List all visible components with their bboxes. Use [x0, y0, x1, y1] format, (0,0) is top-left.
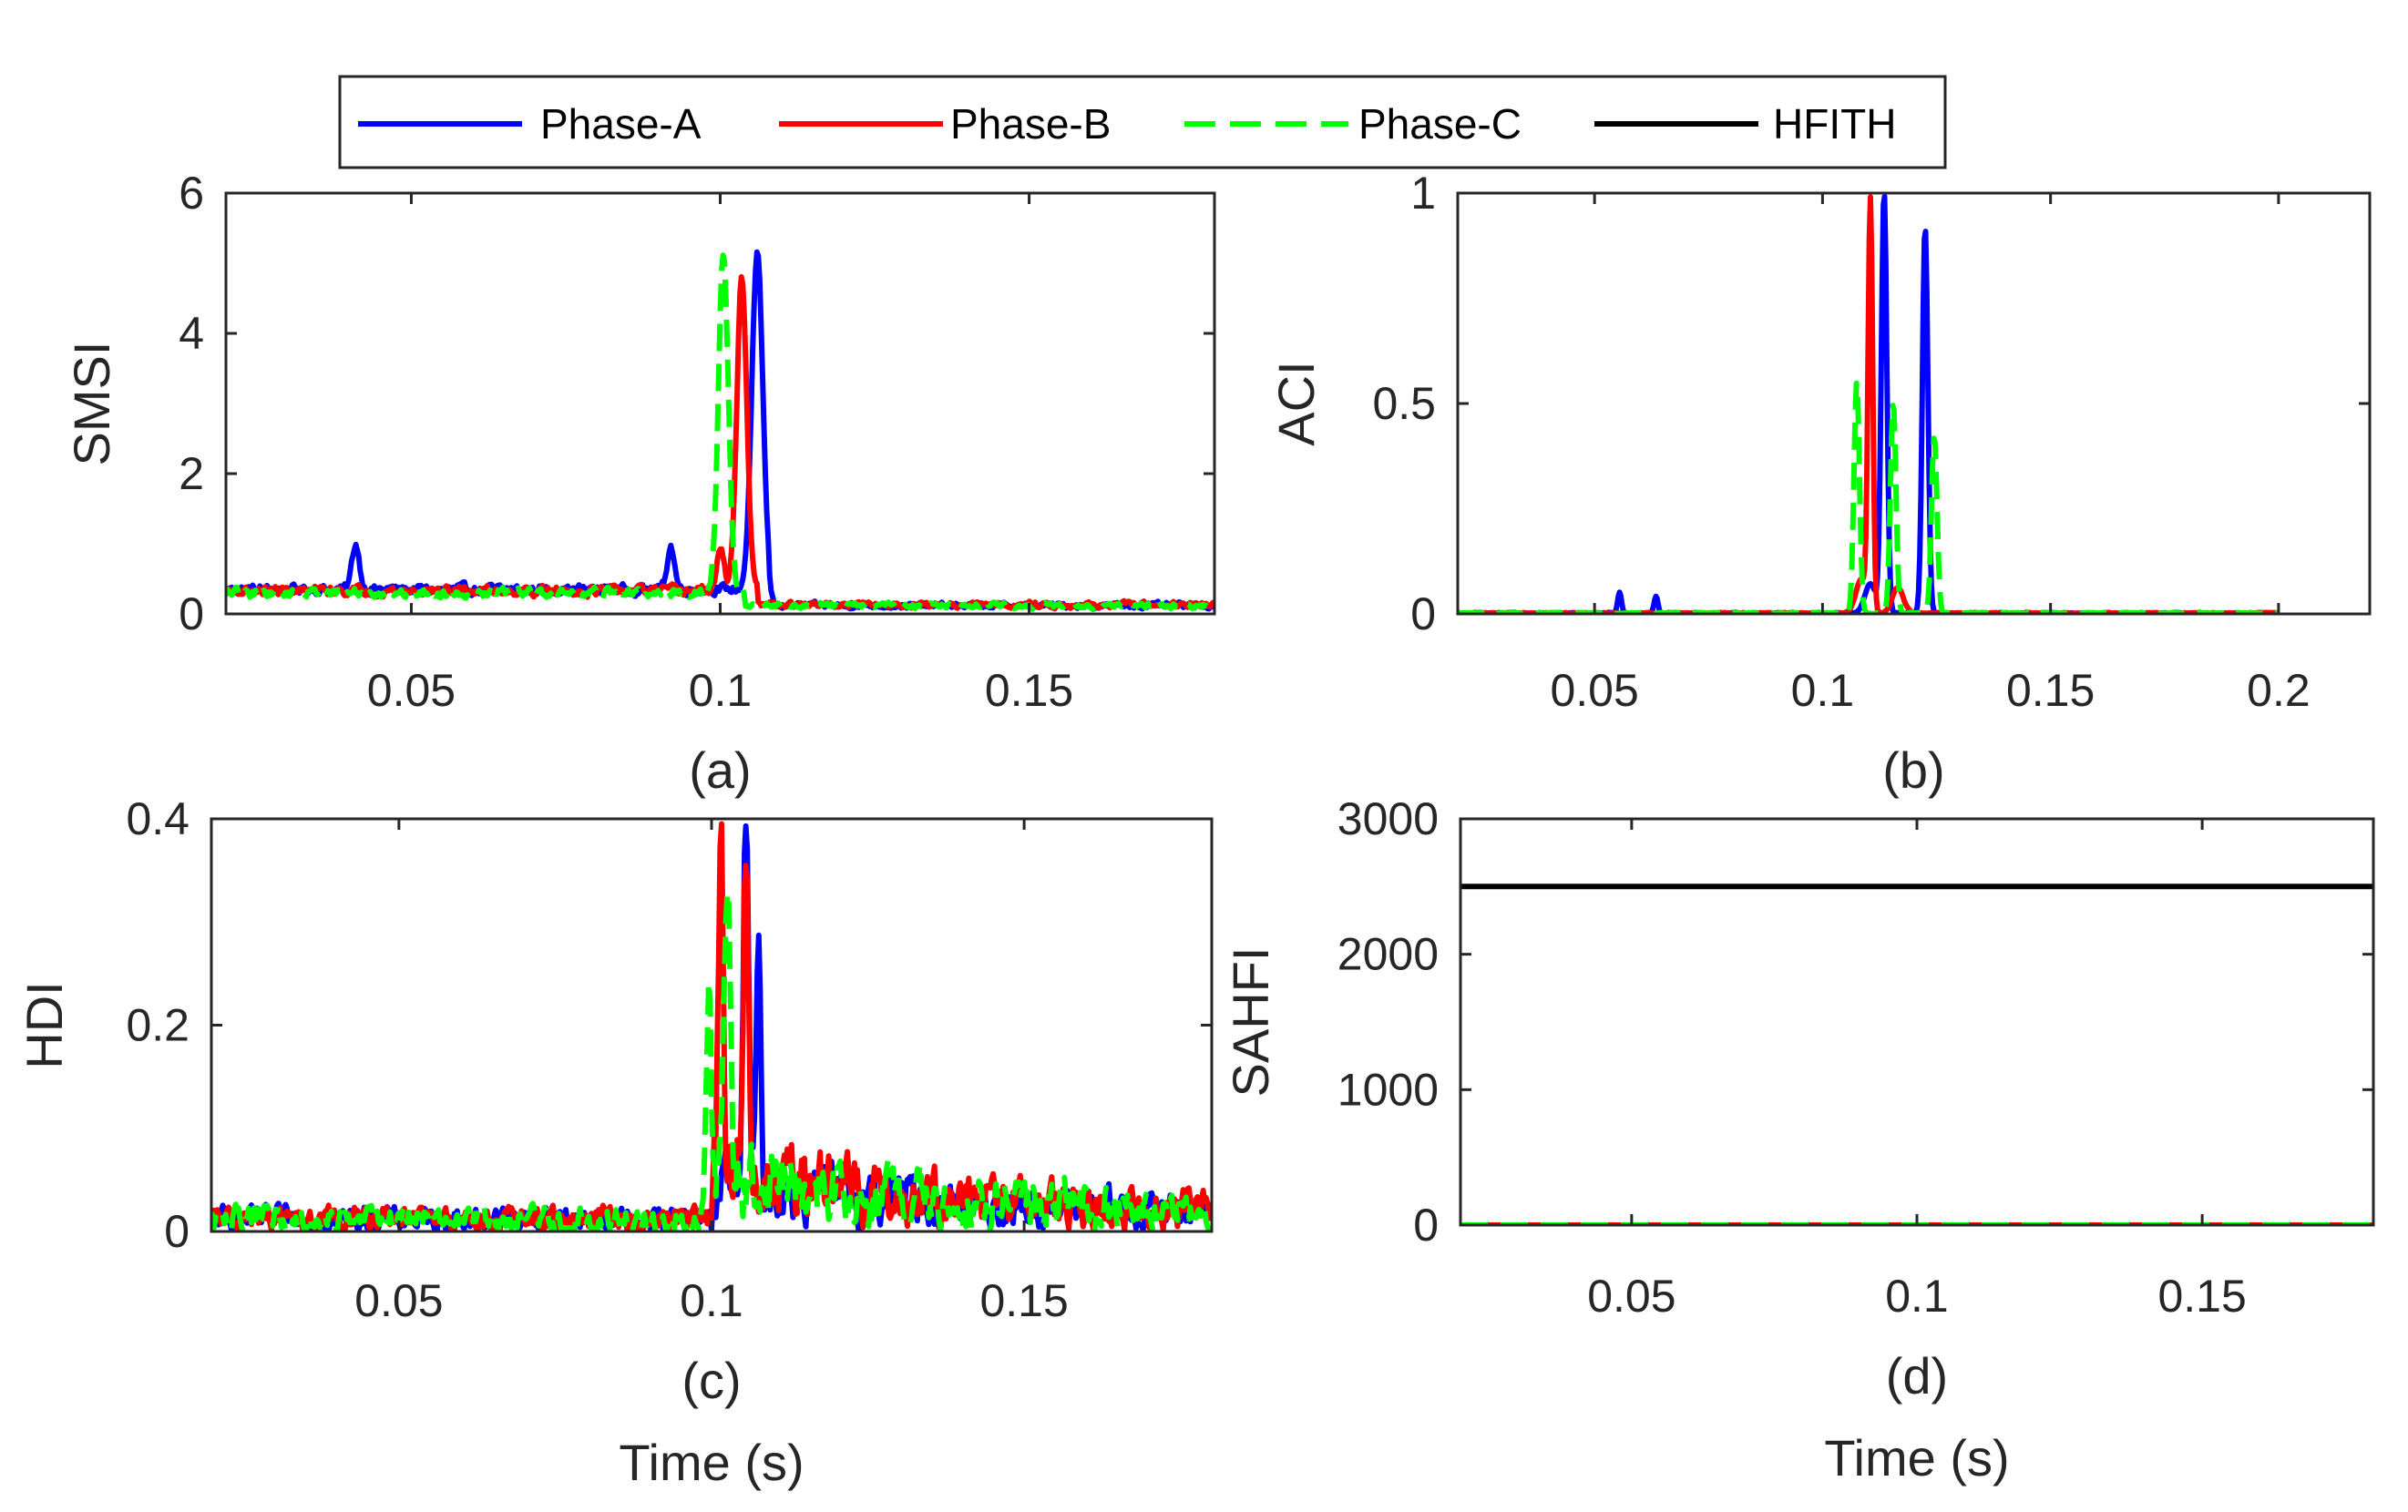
x-tick-label: 0.05	[367, 665, 456, 716]
subplot-b: 0.05 0.1 0.15 0.2 0 0.5 1 ACI (b)	[1267, 168, 2372, 799]
legend-label-phase-a: Phase-A	[540, 100, 702, 148]
x-tick-label: 0.05	[354, 1275, 443, 1326]
panel-label-d: (d)	[1886, 1347, 1948, 1405]
y-tick-label: 4	[179, 308, 204, 359]
y-tick-label: 0	[179, 588, 204, 639]
series-phase-c-line	[226, 252, 1214, 613]
legend-label-hfith: HFITH	[1773, 100, 1896, 148]
x-tick-label: 0.1	[1791, 665, 1855, 716]
y-tick-label: 2000	[1337, 929, 1439, 980]
series-group-d	[1460, 884, 2373, 1225]
x-tick-label: 0.1	[1885, 1271, 1949, 1322]
x-tick-label: 0.15	[985, 665, 1073, 716]
legend-label-phase-b: Phase-B	[950, 100, 1111, 148]
series-phase-c-line	[211, 890, 1212, 1231]
plot-area-b	[1458, 193, 2370, 614]
legend: Phase-A Phase-B Phase-C HFITH	[338, 75, 1947, 169]
y-tick-label: 0	[164, 1206, 190, 1257]
y-axis-label: SAHFI	[1222, 947, 1279, 1098]
y-tick-label: 0.2	[126, 1000, 190, 1051]
y-axis-label: HDI	[15, 981, 73, 1068]
y-axis-label: SMSI	[63, 342, 120, 466]
x-tick-label: 0.15	[979, 1275, 1068, 1326]
x-tick-label: 0.1	[680, 1275, 743, 1326]
y-tick-label: 0.4	[126, 793, 190, 844]
panel-label-a: (a)	[689, 741, 751, 799]
plot-area-d	[1460, 819, 2373, 1225]
series-group-a	[226, 249, 1214, 613]
y-tick-label: 0	[1410, 588, 1436, 639]
panel-label-b: (b)	[1882, 741, 1944, 799]
x-axis-label: Time (s)	[619, 1434, 804, 1491]
subplot-d: 0.05 0.1 0.15 0 1000 2000 3000 SAHFI (d) Time (s)	[1222, 793, 2375, 1486]
y-tick-label: 6	[179, 168, 204, 219]
panel-label-c: (c)	[681, 1352, 741, 1409]
y-axis-label: ACI	[1267, 361, 1325, 445]
subplot-c: 0.05 0.1 0.15 0 0.2 0.4 HDI (c) Time (s)	[15, 793, 1214, 1491]
y-tick-label: 0	[1413, 1200, 1439, 1251]
x-tick-label: 0.05	[1587, 1271, 1675, 1322]
x-tick-label: 0.05	[1550, 665, 1638, 716]
legend-label-phase-c: Phase-C	[1358, 100, 1522, 148]
x-tick-label: 0.15	[2006, 665, 2095, 716]
y-tick-label: 1	[1410, 168, 1436, 219]
x-tick-label: 0.15	[2157, 1271, 2246, 1322]
x-axis-label: Time (s)	[1824, 1429, 2009, 1486]
y-tick-label: 3000	[1337, 793, 1439, 844]
y-tick-label: 0.5	[1372, 378, 1436, 429]
x-tick-label: 0.1	[689, 665, 753, 716]
y-tick-label: 1000	[1337, 1064, 1439, 1115]
y-tick-label: 2	[179, 448, 204, 499]
x-tick-label: 0.2	[2247, 665, 2311, 716]
subplot-a: 0.05 0.1 0.15 0 2 4 6 SMSI (a)	[63, 168, 1216, 799]
